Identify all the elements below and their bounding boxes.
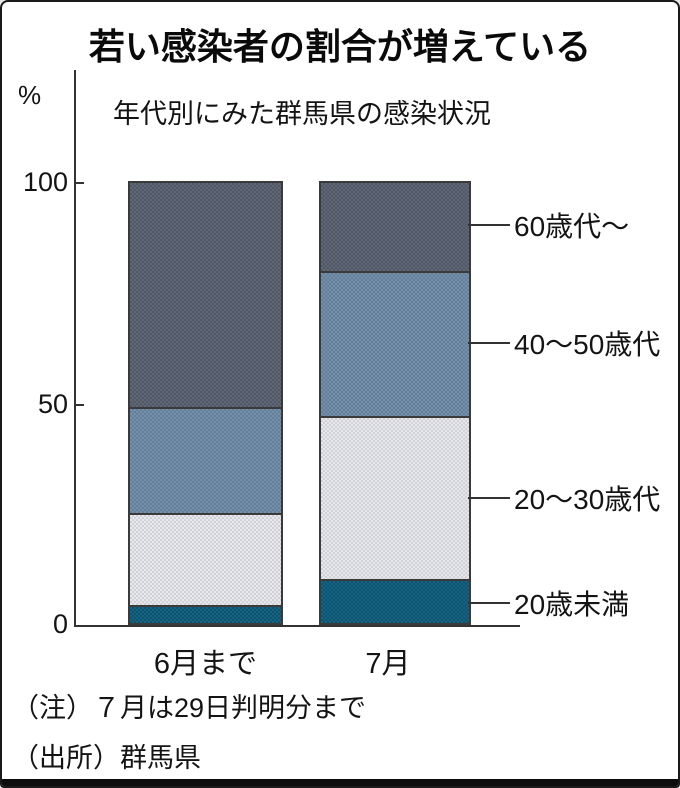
legend-leader-line: [468, 342, 510, 345]
legend-leader-line: [468, 601, 510, 604]
y-axis-line: [74, 70, 76, 627]
y-tick-50: [76, 404, 84, 406]
x-category-label-july: 7月: [365, 648, 411, 680]
bar-segment-20歳未満: [130, 605, 281, 623]
y-tick-label-100: 100: [22, 167, 68, 197]
stacked-bar-2: [319, 181, 471, 625]
legend-label: 20歳未満: [514, 588, 630, 620]
legend-label: 40〜50歳代: [514, 329, 661, 361]
legend-leader-line: [468, 224, 510, 227]
chart-title: 若い感染者の割合が増えている: [88, 26, 592, 67]
legend-label: 20〜30歳代: [514, 484, 661, 516]
y-tick-100: [76, 182, 84, 184]
bar-segment-60歳代〜: [321, 183, 469, 271]
source-note: （出所）群馬県: [12, 743, 201, 773]
bar-segment-40〜50歳代: [130, 407, 281, 513]
bar-segment-60歳代〜: [130, 183, 281, 408]
x-category-label-june: 6月まで: [153, 648, 258, 680]
y-tick-label-0: 0: [52, 609, 68, 639]
footnote: （注）７月は29日判明分まで: [12, 693, 367, 723]
bar-segment-40〜50歳代: [321, 271, 469, 417]
x-axis-line: [74, 625, 520, 627]
bottom-rule: [2, 779, 678, 786]
legend-label: 60歳代〜: [514, 211, 630, 243]
bar-segment-20〜30歳代: [130, 512, 281, 606]
y-tick-label-50: 50: [37, 389, 68, 419]
bar-segment-20〜30歳代: [321, 416, 469, 579]
y-axis-unit-label: %: [18, 80, 42, 110]
legend-leader-line: [468, 497, 510, 500]
bar-segment-20歳未満: [321, 579, 469, 623]
chart-subtitle: 年代別にみた群馬県の感染状況: [113, 99, 491, 129]
stacked-bar-1: [128, 181, 283, 625]
